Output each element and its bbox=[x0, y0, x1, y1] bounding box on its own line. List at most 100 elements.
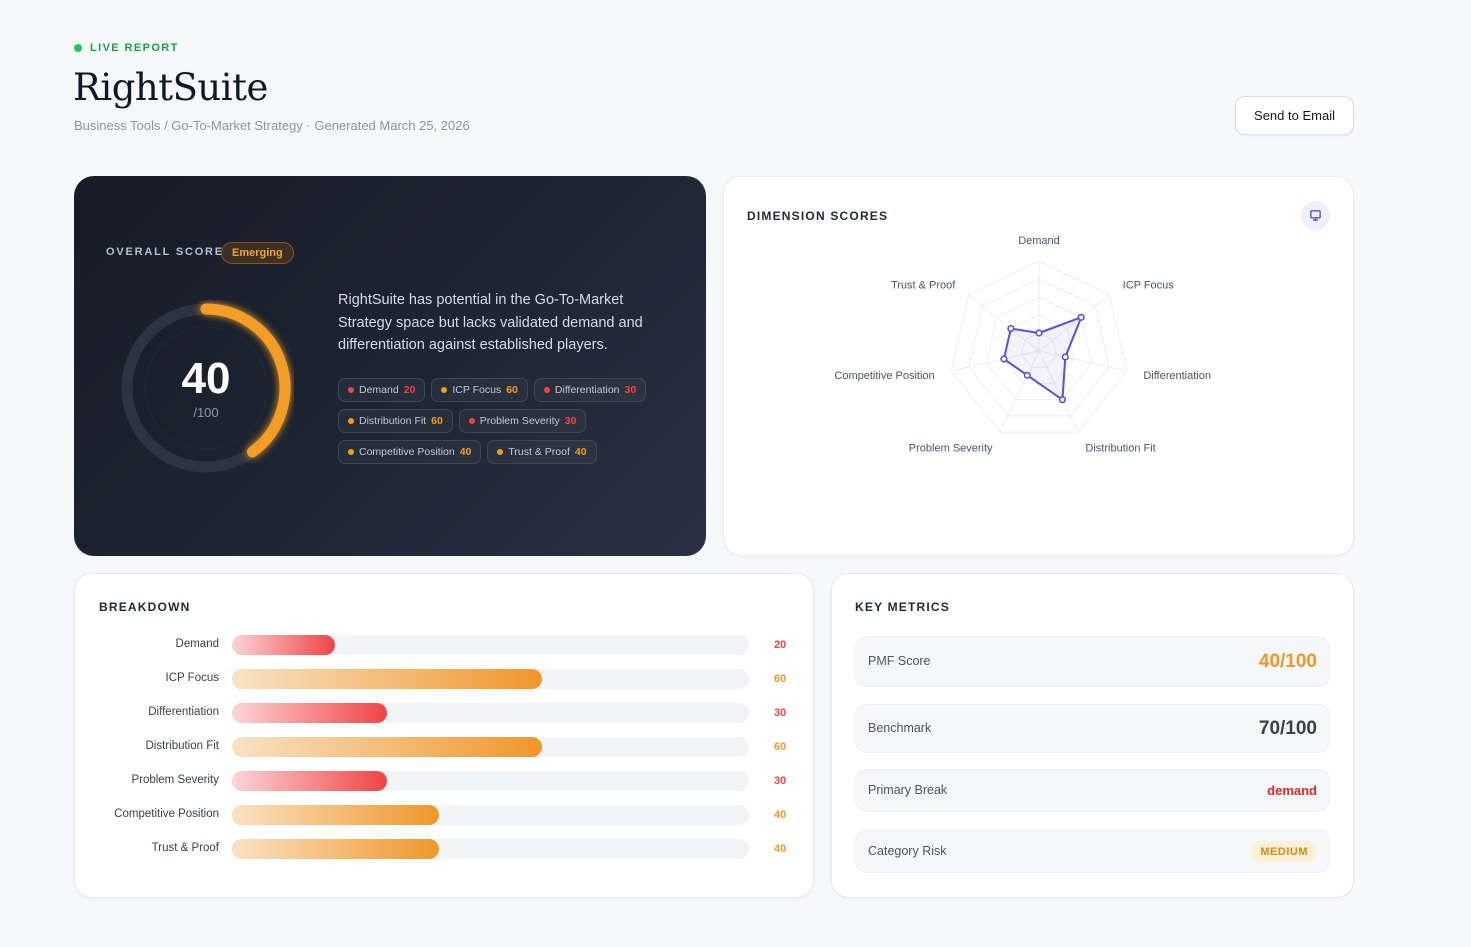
breakdown-value: 30 bbox=[774, 775, 787, 787]
live-report-indicator: LIVE REPORT bbox=[74, 42, 179, 54]
chip-dot-icon bbox=[441, 387, 448, 393]
breakdown-value: 40 bbox=[774, 843, 787, 855]
radar-data-point bbox=[1007, 324, 1015, 333]
radar-data-point bbox=[1077, 313, 1085, 321]
breakdown-row: Distribution Fit 60 bbox=[75, 737, 815, 757]
breakdown-row: Competitive Position 40 bbox=[75, 805, 815, 825]
score-chip: Differentiation 30 bbox=[533, 378, 647, 402]
breakdown-value: 60 bbox=[774, 741, 787, 753]
breakdown-row: ICP Focus 60 bbox=[75, 669, 815, 689]
radar-data-point bbox=[1058, 396, 1067, 404]
breakdown-track bbox=[232, 839, 749, 859]
chip-label: ICP Focus bbox=[452, 384, 502, 396]
breadcrumb: Business Tools / Go-To-Market Strategy ·… bbox=[74, 118, 470, 133]
radar-axis-line bbox=[1038, 350, 1127, 372]
radar-data-point bbox=[1035, 329, 1043, 337]
dimension-scores-card: DIMENSION SCORES Demand ICP Focus Differen… bbox=[723, 176, 1354, 556]
gauge-inner-ring bbox=[144, 326, 268, 450]
radar-grid-ring bbox=[985, 296, 1093, 401]
radar-axis-label: Problem Severity bbox=[909, 442, 993, 454]
breakdown-row: Differentiation 30 bbox=[75, 703, 815, 723]
radar-axis-label: Trust & Proof bbox=[891, 279, 956, 291]
chip-value: 40 bbox=[459, 446, 472, 458]
gauge-fill-arc bbox=[200, 303, 291, 458]
breakdown-label: Trust & Proof bbox=[151, 842, 219, 854]
breakdown-fill bbox=[232, 805, 439, 825]
breakdown-value: 60 bbox=[774, 673, 787, 685]
metric-primary-break: Primary Break demand bbox=[855, 769, 1330, 812]
page-title: RightSuite bbox=[73, 66, 268, 109]
metric-label: PMF Score bbox=[868, 654, 931, 668]
breakdown-label: Demand bbox=[175, 638, 219, 650]
monitor-icon[interactable] bbox=[1301, 201, 1330, 230]
score-chip: Competitive Position 40 bbox=[338, 440, 482, 464]
breakdown-track bbox=[232, 737, 749, 757]
monitor-icon-glyph bbox=[1310, 210, 1321, 221]
breakdown-label: Competitive Position bbox=[114, 808, 219, 820]
breakdown-row: Demand 20 bbox=[75, 635, 815, 655]
breakdown-fill bbox=[232, 771, 388, 791]
radar-axis-line bbox=[999, 350, 1040, 433]
radar-axis-label: ICP Focus bbox=[1123, 279, 1175, 291]
breakdown-row: Problem Severity 30 bbox=[75, 771, 815, 791]
chip-dot-icon bbox=[543, 387, 550, 393]
metric-benchmark: Benchmark 70/100 bbox=[855, 704, 1330, 753]
live-report-label: LIVE REPORT bbox=[90, 42, 179, 54]
overall-description: RightSuite has potential in the Go-To-Ma… bbox=[338, 292, 643, 353]
metric-category-risk: Category Risk MEDIUM bbox=[855, 829, 1330, 873]
score-gauge bbox=[121, 303, 291, 473]
breakdown-value: 20 bbox=[774, 639, 787, 651]
radar-grid-ring bbox=[1020, 332, 1058, 368]
overall-score-card: OVERALL SCORE Emerging 40 /100 RightSuit… bbox=[74, 176, 706, 556]
risk-badge: MEDIUM bbox=[1251, 841, 1317, 862]
chip-label: Distribution Fit bbox=[359, 415, 427, 427]
breakdown-fill bbox=[232, 839, 439, 859]
breakdown-track bbox=[232, 669, 749, 689]
breakdown-label: ICP Focus bbox=[165, 672, 219, 684]
metric-pmf-score: PMF Score 40/100 bbox=[855, 636, 1330, 687]
breakdown-label: Problem Severity bbox=[131, 774, 219, 786]
chip-dot-icon bbox=[348, 418, 354, 424]
breakdown-track bbox=[232, 635, 749, 655]
live-dot-icon bbox=[74, 44, 82, 52]
chip-value: 60 bbox=[431, 415, 443, 427]
radar-axis-label: Competitive Position bbox=[834, 370, 934, 382]
radar-axis-line bbox=[951, 350, 1040, 372]
metric-label: Category Risk bbox=[868, 844, 947, 858]
metric-label: Benchmark bbox=[868, 721, 932, 735]
breakdown-value: 30 bbox=[774, 707, 787, 719]
chip-dot-icon bbox=[348, 387, 354, 393]
chip-label: Trust & Proof bbox=[508, 446, 570, 458]
status-badge: Emerging bbox=[221, 242, 294, 264]
chip-dot-icon bbox=[468, 418, 475, 424]
radar-data-point bbox=[1061, 353, 1069, 361]
breakdown-fill bbox=[232, 703, 388, 723]
chip-dot-icon bbox=[348, 449, 354, 455]
radar-series-area bbox=[1002, 316, 1083, 401]
breakdown-value: 40 bbox=[774, 809, 787, 821]
breakdown-title: BREAKDOWN bbox=[99, 600, 191, 614]
radar-axis-line bbox=[968, 294, 1040, 352]
radar-axis-line bbox=[1038, 350, 1079, 433]
score-chip: Demand 20 bbox=[338, 378, 426, 402]
radar-data-point bbox=[1000, 355, 1008, 363]
chip-label: Competitive Position bbox=[359, 446, 455, 458]
breakdown-row: Trust & Proof 40 bbox=[75, 839, 815, 859]
score-chip: Problem Severity 30 bbox=[458, 409, 587, 433]
breakdown-label: Distribution Fit bbox=[145, 740, 220, 752]
send-to-email-button[interactable]: Send to Email bbox=[1235, 96, 1354, 135]
breakdown-label: Differentiation bbox=[148, 706, 219, 718]
chip-value: 30 bbox=[564, 415, 577, 427]
key-metrics-card: KEY METRICS PMF Score 40/100 Benchmark 7… bbox=[831, 573, 1354, 898]
score-chip: Trust & Proof 40 bbox=[487, 440, 597, 464]
breakdown-fill bbox=[232, 635, 336, 655]
overall-score-label: OVERALL SCORE bbox=[106, 246, 224, 258]
radar-grid-ring bbox=[950, 260, 1128, 433]
overall-score-value: 40 bbox=[181, 354, 231, 403]
metric-value: 40/100 bbox=[1258, 651, 1317, 672]
chip-value: 20 bbox=[403, 384, 416, 396]
overall-score-denominator: /100 bbox=[193, 405, 219, 420]
chip-value: 60 bbox=[506, 384, 518, 396]
dimension-scores-title: DIMENSION SCORES bbox=[747, 209, 889, 223]
chip-label: Problem Severity bbox=[479, 415, 560, 427]
